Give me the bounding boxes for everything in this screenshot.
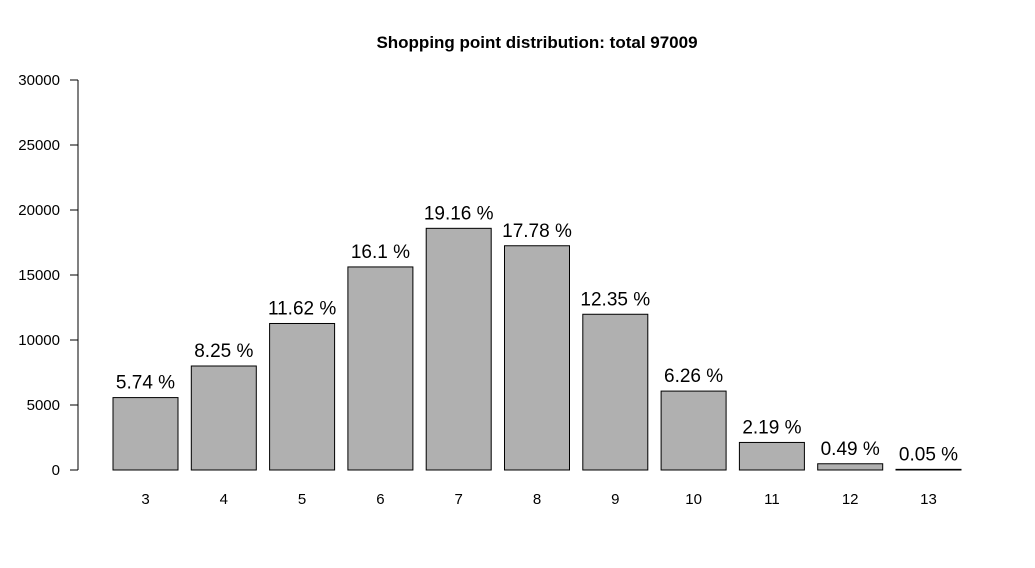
data-label: 11.62 % (268, 298, 336, 319)
y-tick-label: 0 (52, 462, 60, 479)
data-label: 2.19 % (742, 417, 801, 438)
y-tick-label: 15000 (18, 267, 60, 284)
x-tick-label: 11 (764, 491, 780, 508)
data-label: 0.49 % (821, 439, 880, 460)
y-tick-label: 5000 (27, 397, 60, 414)
x-tick-label: 4 (220, 491, 228, 508)
y-tick-label: 30000 (18, 72, 60, 89)
y-tick-label: 25000 (18, 137, 60, 154)
data-label: 12.35 % (580, 289, 650, 310)
bar-4 (190, 365, 257, 471)
bar-7 (425, 227, 492, 471)
bar-10 (660, 390, 727, 471)
x-tick-label: 3 (141, 491, 149, 508)
x-tick-label: 5 (298, 491, 306, 508)
bars-group: 5.74 % 8.25 % 11.62 % 16.1 % 19.16 % 17.78 % 1… (112, 203, 962, 471)
x-tick-label: 7 (455, 491, 463, 508)
data-label: 0.05 % (899, 444, 958, 465)
bar-8 (504, 245, 570, 471)
data-label: 8.25 % (194, 341, 253, 362)
bar-5 (269, 322, 336, 471)
x-tick-label: 6 (376, 491, 384, 508)
x-tick-label: 9 (611, 491, 619, 508)
bar-12 (817, 463, 884, 471)
x-tick-label: 13 (920, 491, 937, 508)
y-tick-label: 10000 (18, 332, 60, 349)
y-tick-label: 20000 (18, 202, 60, 219)
data-label: 19.16 % (424, 203, 494, 224)
bar-3 (112, 397, 179, 471)
bar-11 (738, 441, 805, 471)
x-tick-label: 10 (685, 491, 702, 508)
bar-13 (895, 468, 962, 471)
y-axis: 0 5000 10000 15000 20000 25000 30000 (18, 72, 79, 479)
bar-6 (347, 266, 414, 471)
chart-title: Shopping point distribution: total 97009 (376, 33, 697, 52)
data-label: 16.1 % (351, 242, 410, 263)
data-label: 6.26 % (664, 366, 723, 387)
x-tick-label: 12 (842, 491, 859, 508)
data-label: 17.78 % (502, 221, 572, 242)
bar-9 (582, 313, 649, 471)
x-tick-label: 8 (533, 491, 541, 508)
x-axis: 3 4 5 6 7 8 9 10 11 12 13 (141, 491, 937, 508)
data-label: 5.74 % (116, 373, 175, 394)
